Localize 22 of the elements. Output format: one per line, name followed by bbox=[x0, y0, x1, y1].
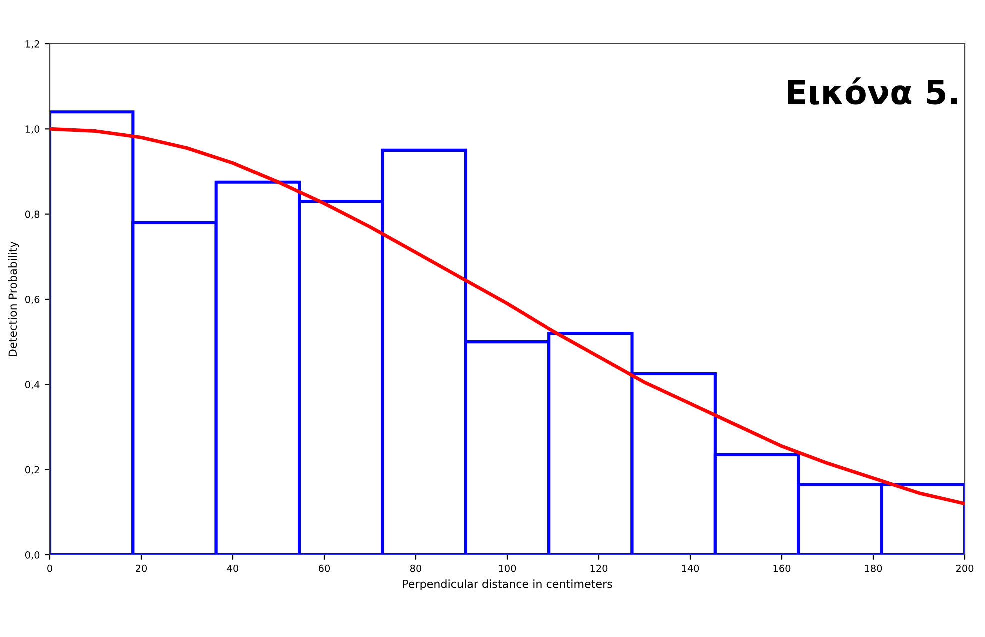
x-axis-title: Perpendicular distance in centimeters bbox=[403, 580, 612, 590]
y-tick-label: 0,4 bbox=[25, 381, 40, 390]
x-tick-label: 160 bbox=[774, 564, 791, 572]
x-tick-label: 60 bbox=[318, 564, 330, 572]
x-tick-label: 40 bbox=[227, 564, 239, 572]
x-tick-label: 80 bbox=[410, 564, 422, 572]
x-tick-label: 120 bbox=[590, 564, 608, 572]
y-tick-label: 0,2 bbox=[25, 466, 40, 475]
x-tick-label: 140 bbox=[682, 564, 700, 572]
y-tick-label: 1,0 bbox=[26, 126, 40, 134]
x-tick-label: 0 bbox=[48, 564, 52, 572]
line-series bbox=[50, 127, 965, 506]
y-tick-label: 0,6 bbox=[25, 296, 40, 304]
y-tick-label: 0,8 bbox=[25, 210, 40, 220]
y-tick-label: 0,0 bbox=[25, 551, 40, 560]
x-tick-label: 100 bbox=[499, 564, 516, 572]
x-tick-label: 200 bbox=[956, 564, 974, 572]
annotation: Εικόνα 5. bbox=[788, 78, 958, 105]
y-axis-title: Detection Probability bbox=[8, 242, 20, 357]
x-tick-label: 20 bbox=[136, 564, 148, 572]
y-tick-label: 1,2 bbox=[26, 40, 40, 49]
x-tick-label: 180 bbox=[865, 564, 882, 572]
